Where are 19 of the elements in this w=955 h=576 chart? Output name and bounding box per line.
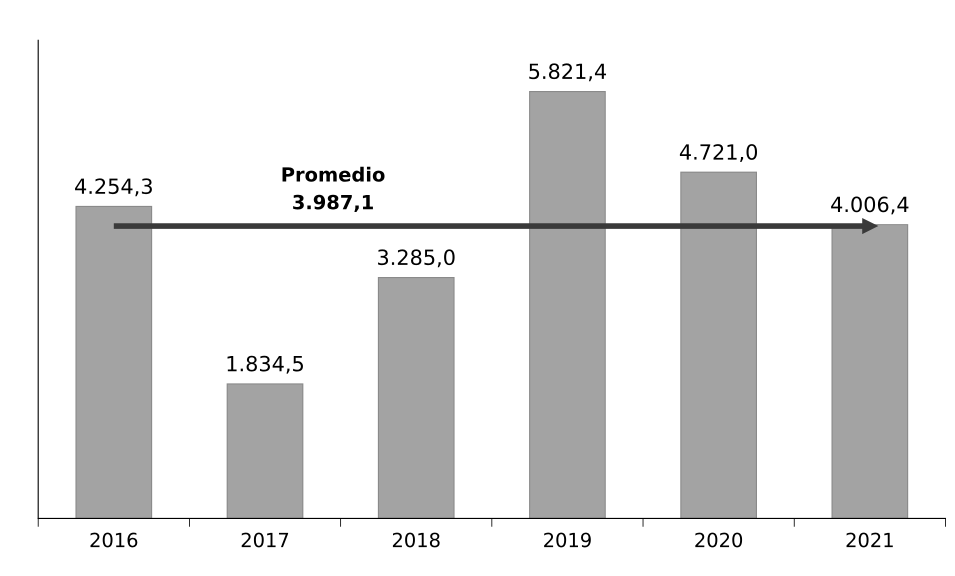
bar bbox=[75, 206, 152, 518]
ref-line-label: Promedio 3.987,1 bbox=[282, 166, 385, 212]
data-label: 4.254,3 bbox=[75, 178, 152, 196]
x-tick-label: 2016 bbox=[90, 532, 138, 548]
data-label: 4.006,4 bbox=[831, 196, 908, 214]
data-label: 5.821,4 bbox=[529, 63, 606, 82]
x-tick-label: 2018 bbox=[392, 532, 440, 548]
bar bbox=[680, 172, 757, 518]
x-tick-label: 2017 bbox=[242, 532, 288, 548]
bar bbox=[831, 224, 908, 518]
x-tick-label: 2019 bbox=[544, 532, 591, 548]
data-label: 4.721,0 bbox=[680, 144, 758, 162]
x-tick-label: 2021 bbox=[846, 532, 893, 548]
data-label: 1.834,5 bbox=[228, 356, 303, 374]
data-label: 3.285,0 bbox=[378, 249, 455, 268]
x-tick-label: 2020 bbox=[695, 532, 742, 548]
bar bbox=[226, 383, 304, 518]
bar bbox=[529, 90, 606, 518]
bar bbox=[378, 276, 455, 518]
